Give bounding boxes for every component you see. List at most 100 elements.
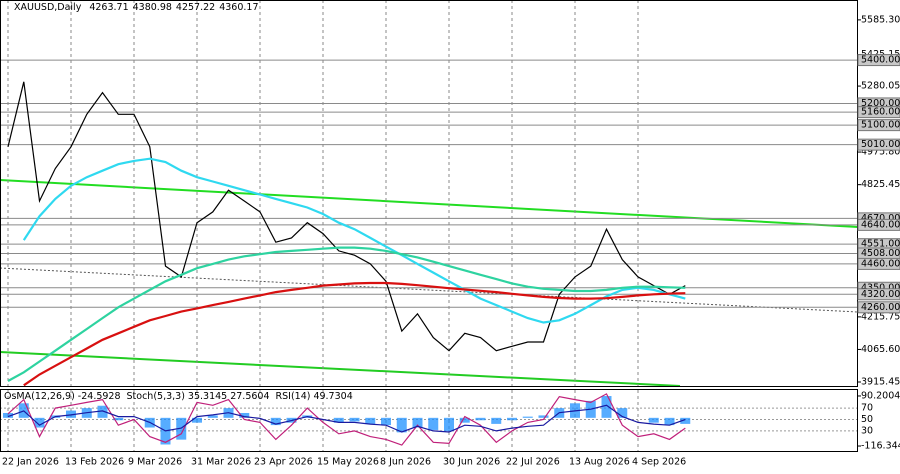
osma-bar bbox=[239, 412, 250, 418]
series-line bbox=[7, 404, 686, 433]
y-tick-label: 30 bbox=[861, 425, 873, 436]
level-label-box bbox=[857, 257, 900, 270]
y2-tick-label: 90.2004 bbox=[861, 390, 900, 401]
osma-bar bbox=[97, 405, 108, 418]
osma-bar bbox=[66, 410, 76, 418]
osma-bar bbox=[617, 408, 628, 418]
level-label: 4460.00 bbox=[861, 258, 900, 269]
level-label: 4670.00 bbox=[861, 213, 900, 224]
indicator-frame bbox=[0, 389, 858, 452]
osma-bar bbox=[412, 417, 423, 428]
osma-bar bbox=[207, 415, 218, 418]
osma-bar bbox=[381, 417, 391, 426]
y-tick-label: 4825.45 bbox=[861, 179, 900, 190]
x-tick-label: 22 Jul 2026 bbox=[506, 457, 560, 468]
series-line bbox=[7, 81, 686, 352]
level-label: 5010.00 bbox=[861, 139, 900, 150]
y-tick-label: 3915.45 bbox=[861, 376, 900, 387]
osma-bar bbox=[270, 417, 281, 426]
osma-bar bbox=[475, 417, 486, 421]
level-label-box bbox=[857, 119, 900, 132]
x-tick-label: 22 Jan 2026 bbox=[2, 457, 59, 468]
series-line bbox=[7, 393, 686, 446]
stoch-signal: 27.5604 bbox=[230, 391, 269, 402]
osma-bar bbox=[664, 417, 675, 426]
osma-bar bbox=[428, 417, 439, 430]
y-tick-label: 4975.80 bbox=[861, 147, 900, 158]
rsi-value: 49.7304 bbox=[313, 391, 352, 402]
osma-bar bbox=[538, 415, 549, 418]
osma-bar bbox=[113, 417, 124, 421]
chart-header: XAUUSD,Daily 4263.71 4380.98 4257.22 4360.17 bbox=[14, 2, 259, 13]
x-tick-label: 30 Jun 2026 bbox=[443, 457, 500, 468]
osma-bar bbox=[349, 417, 360, 422]
osma-bar bbox=[176, 417, 187, 440]
x-tick-label: 23 Apr 2026 bbox=[254, 457, 313, 468]
x-tick-label: 9 Mar 2026 bbox=[128, 457, 182, 468]
osma-bar bbox=[680, 417, 691, 424]
osma-bar bbox=[365, 417, 376, 424]
level-label: 5100.00 bbox=[861, 120, 900, 131]
level-label: 4508.00 bbox=[861, 248, 900, 259]
osma-name: OsMA(12,26,9) bbox=[4, 391, 75, 402]
y-tick-label: 50 bbox=[861, 414, 873, 425]
x-tick-label: 31 Mar 2026 bbox=[191, 457, 251, 468]
indicator-header: OsMA(12,26,9) -24.5928 Stoch(5,3,3) 35.3145… bbox=[4, 391, 353, 402]
level-label-box bbox=[857, 54, 900, 67]
osma-bar bbox=[491, 417, 502, 424]
osma-bar bbox=[396, 417, 407, 433]
trend-line bbox=[0, 351, 681, 387]
osma-value: -24.5928 bbox=[78, 391, 121, 402]
x-tick-label: 8 Jun 2026 bbox=[380, 457, 431, 468]
stoch-name: Stoch(5,3,3) bbox=[127, 391, 185, 402]
open: 4263.71 bbox=[89, 2, 128, 13]
level-label: 5400.00 bbox=[861, 55, 900, 66]
level-label: 5200.00 bbox=[861, 98, 900, 109]
close: 4360.17 bbox=[219, 2, 258, 13]
osma-bar bbox=[192, 417, 202, 423]
osma-bar bbox=[522, 416, 533, 418]
level-label: 4551.00 bbox=[861, 239, 900, 250]
series-line bbox=[7, 246, 686, 382]
high: 4380.98 bbox=[133, 2, 172, 13]
low: 4257.22 bbox=[176, 2, 215, 13]
y-tick-label: 5280.05 bbox=[861, 81, 900, 92]
series-line bbox=[23, 281, 686, 387]
x-tick-label: 4 Sep 2026 bbox=[632, 457, 686, 468]
level-label: 4640.00 bbox=[861, 219, 900, 230]
level-label-box bbox=[857, 218, 900, 231]
osma-bar bbox=[34, 417, 45, 428]
level-label-box bbox=[857, 301, 900, 314]
stoch-main: 35.3145 bbox=[188, 391, 227, 402]
osma-bar bbox=[459, 417, 470, 423]
y-tick-label: 4215.75 bbox=[861, 311, 900, 322]
osma-bar bbox=[507, 417, 517, 421]
x-tick-label: 15 May 2026 bbox=[317, 457, 379, 468]
level-label: 4260.00 bbox=[861, 302, 900, 313]
osma-bar bbox=[601, 396, 612, 418]
price-plot bbox=[0, 0, 858, 452]
level-label: 5160.00 bbox=[861, 107, 900, 118]
x-tick-label: 13 Aug 2026 bbox=[569, 457, 630, 468]
y2-tick-label: -116.3446 bbox=[861, 441, 900, 452]
level-label-box bbox=[857, 106, 900, 119]
y-tick-label: 4065.60 bbox=[861, 344, 900, 355]
osma-bar bbox=[3, 412, 13, 418]
level-label: 4350.00 bbox=[861, 282, 900, 293]
level-label-box bbox=[857, 138, 900, 151]
level-label-box bbox=[857, 288, 900, 301]
y-tick-label: 5585.30 bbox=[861, 14, 900, 25]
price-frame bbox=[0, 0, 858, 387]
y-tick-label: 70 bbox=[861, 403, 873, 414]
symbol: XAUUSD,Daily bbox=[14, 2, 82, 13]
osma-bar bbox=[648, 417, 659, 423]
trend-line bbox=[0, 267, 859, 313]
osma-bar bbox=[333, 417, 344, 423]
osma-bar bbox=[444, 417, 454, 432]
level-label: 4320.00 bbox=[861, 289, 900, 300]
x-tick-label: 13 Feb 2026 bbox=[65, 457, 124, 468]
series-line bbox=[22, 157, 686, 324]
trend-line bbox=[0, 179, 859, 228]
